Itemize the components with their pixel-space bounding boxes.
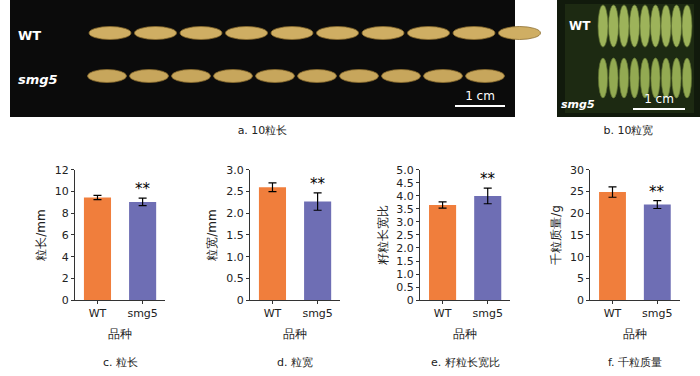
svg-text:15: 15: [570, 229, 584, 242]
svg-text:品种: 品种: [283, 327, 307, 341]
svg-text:WT: WT: [18, 28, 41, 43]
svg-text:20: 20: [570, 207, 584, 220]
svg-text:品种: 品种: [108, 327, 132, 341]
svg-text:**: **: [135, 180, 151, 198]
svg-text:WT: WT: [569, 19, 591, 33]
svg-text:5.0: 5.0: [396, 164, 414, 177]
svg-text:2.0: 2.0: [396, 242, 414, 255]
svg-text:1.5: 1.5: [396, 255, 414, 268]
svg-text:smg5: smg5: [127, 307, 157, 320]
svg-text:4: 4: [62, 251, 69, 264]
svg-text:smg5: smg5: [561, 98, 595, 111]
svg-text:籽粒长宽比: 籽粒长宽比: [376, 205, 390, 265]
svg-text:品种: 品种: [453, 327, 477, 341]
svg-text:smg5: smg5: [473, 307, 503, 320]
svg-text:0: 0: [407, 294, 414, 307]
svg-text:粒宽/mm: 粒宽/mm: [206, 209, 220, 260]
svg-text:3.0: 3.0: [396, 216, 414, 229]
svg-text:1 cm: 1 cm: [465, 89, 495, 103]
svg-text:c. 粒长: c. 粒长: [103, 356, 138, 369]
svg-text:WT: WT: [89, 307, 107, 320]
svg-text:a. 10粒长: a. 10粒长: [238, 124, 288, 137]
svg-text:0.5: 0.5: [226, 272, 244, 285]
svg-text:4.0: 4.0: [396, 190, 414, 203]
svg-text:f. 千粒质量: f. 千粒质量: [608, 356, 662, 369]
svg-text:smg5: smg5: [302, 307, 332, 320]
svg-text:2.5: 2.5: [226, 185, 244, 198]
svg-text:2.0: 2.0: [226, 207, 244, 220]
svg-text:0: 0: [237, 294, 244, 307]
svg-text:12: 12: [55, 164, 69, 177]
svg-text:千粒质量/g: 千粒质量/g: [549, 205, 563, 265]
svg-text:**: **: [480, 170, 496, 188]
svg-text:2.5: 2.5: [396, 229, 414, 242]
svg-text:5: 5: [577, 272, 584, 285]
svg-text:2: 2: [62, 272, 69, 285]
svg-text:1 cm: 1 cm: [644, 92, 674, 106]
svg-text:品种: 品种: [623, 327, 647, 341]
svg-text:30: 30: [570, 164, 584, 177]
svg-text:b. 10粒宽: b. 10粒宽: [604, 124, 654, 137]
svg-text:8: 8: [62, 207, 69, 220]
svg-text:1.0: 1.0: [396, 268, 414, 281]
svg-text:0: 0: [577, 294, 584, 307]
svg-text:WT: WT: [264, 307, 282, 320]
svg-text:0.5: 0.5: [396, 281, 414, 294]
svg-text:WT: WT: [434, 307, 452, 320]
svg-text:smg5: smg5: [642, 307, 672, 320]
svg-text:10: 10: [570, 251, 584, 264]
svg-text:d. 粒宽: d. 粒宽: [277, 356, 313, 369]
svg-text:粒长/mm: 粒长/mm: [34, 209, 48, 260]
svg-text:10: 10: [55, 185, 69, 198]
svg-text:1.5: 1.5: [226, 229, 244, 242]
svg-text:1.0: 1.0: [226, 251, 244, 264]
svg-text:smg5: smg5: [18, 72, 58, 87]
svg-text:25: 25: [570, 185, 584, 198]
svg-text:6: 6: [62, 229, 69, 242]
svg-text:3.5: 3.5: [396, 203, 414, 216]
svg-text:WT: WT: [604, 307, 622, 320]
svg-text:**: **: [649, 183, 665, 201]
svg-text:0: 0: [62, 294, 69, 307]
svg-text:e. 籽粒长宽比: e. 籽粒长宽比: [431, 356, 500, 369]
svg-text:**: **: [310, 175, 326, 193]
svg-text:3.0: 3.0: [226, 164, 244, 177]
svg-text:4.5: 4.5: [396, 177, 414, 190]
